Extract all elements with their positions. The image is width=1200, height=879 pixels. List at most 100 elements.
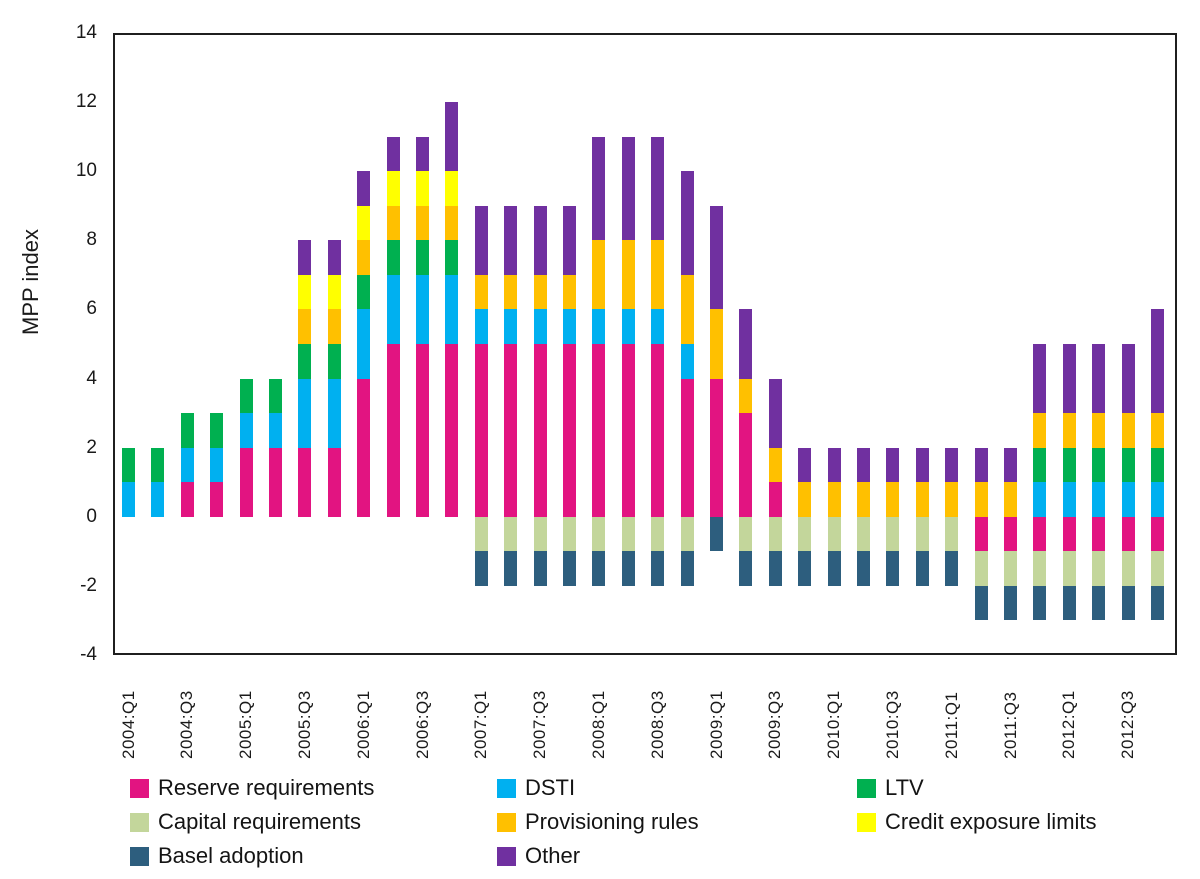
y-tick-label: 0 bbox=[86, 505, 97, 527]
bar-segment-provisioning-rules bbox=[1004, 482, 1017, 517]
bar-segment-basel-adoption bbox=[563, 551, 576, 586]
x-tick-label: 2007:Q3 bbox=[530, 690, 550, 759]
x-tick-label: 2008:Q3 bbox=[647, 690, 667, 759]
bar-segment-reserve-requirements bbox=[768, 482, 782, 517]
bar-segment-dsti bbox=[445, 274, 459, 344]
bar-segment-provisioning-rules bbox=[1121, 413, 1135, 448]
bar-segment-other bbox=[974, 447, 988, 483]
bar-segment-basel-adoption bbox=[739, 551, 753, 586]
bar-segment-capital-requirements bbox=[592, 516, 606, 552]
bar-segment-dsti bbox=[416, 274, 429, 344]
x-tick-label: 2012:Q1 bbox=[1059, 690, 1079, 759]
bar-segment-ltv bbox=[210, 413, 224, 448]
bar-segment-other bbox=[915, 447, 929, 483]
bar-segment-dsti bbox=[592, 309, 606, 344]
bar-segment-dsti bbox=[122, 482, 135, 517]
legend-swatch bbox=[857, 812, 876, 832]
bar-segment-dsti bbox=[1062, 482, 1076, 517]
bar-segment-other bbox=[739, 309, 753, 379]
bar-segment-capital-requirements bbox=[1033, 551, 1047, 586]
bar-segment-capital-requirements bbox=[798, 516, 812, 552]
bar-segment-other bbox=[1062, 344, 1076, 414]
bar-segment-capital-requirements bbox=[504, 516, 518, 552]
bar-segment-capital-requirements bbox=[915, 516, 929, 552]
bar-segment-ltv bbox=[386, 240, 400, 275]
bar-segment-other bbox=[827, 447, 841, 483]
y-tick-label: 2 bbox=[86, 436, 97, 458]
bar-segment-dsti bbox=[298, 378, 312, 448]
bar-segment-reserve-requirements bbox=[298, 447, 312, 517]
y-tick-label: -4 bbox=[80, 644, 97, 665]
x-tick-label: 2006:Q1 bbox=[353, 690, 373, 759]
x-tick-label: 2009:Q3 bbox=[765, 690, 785, 759]
bar-segment-other bbox=[474, 205, 488, 275]
bar-segment-basel-adoption bbox=[886, 551, 900, 586]
bar-segment-basel-adoption bbox=[1062, 585, 1076, 621]
legend-label: Provisioning rules bbox=[525, 809, 699, 834]
bar-segment-reserve-requirements bbox=[680, 378, 694, 517]
legend-entry: Reserve requirements bbox=[130, 775, 374, 801]
bar-segment-other bbox=[416, 136, 429, 172]
bar-segment-other bbox=[563, 205, 576, 275]
bar-segment-other bbox=[445, 102, 459, 172]
bar-segment-reserve-requirements bbox=[592, 344, 606, 517]
bar-segment-other bbox=[357, 171, 371, 206]
bar-segment-reserve-requirements bbox=[269, 447, 282, 517]
plot-area bbox=[113, 33, 1177, 655]
x-tick-label: 2008:Q1 bbox=[588, 690, 608, 759]
y-tick-label: 8 bbox=[86, 229, 97, 251]
bar-segment-provisioning-rules bbox=[445, 205, 459, 241]
bar-segment-ltv bbox=[445, 240, 459, 275]
bar-segment-credit-exposure-limits bbox=[386, 171, 400, 206]
bar-segment-reserve-requirements bbox=[621, 344, 635, 517]
bar-segment-reserve-requirements bbox=[1151, 516, 1164, 552]
bar-segment-provisioning-rules bbox=[886, 482, 900, 517]
x-tick-label: 2005:Q3 bbox=[294, 690, 314, 759]
bar-segment-provisioning-rules bbox=[739, 378, 753, 414]
bar-segment-dsti bbox=[357, 309, 371, 379]
bar-segment-ltv bbox=[298, 344, 312, 379]
bar-segment-credit-exposure-limits bbox=[416, 171, 429, 206]
x-tick-label: 2004:Q3 bbox=[177, 690, 197, 759]
legend-swatch bbox=[130, 812, 149, 832]
y-tick-label: 14 bbox=[75, 22, 97, 43]
bar-segment-dsti bbox=[151, 482, 165, 517]
bar-segment-reserve-requirements bbox=[239, 447, 253, 517]
bar-segment-other bbox=[857, 447, 870, 483]
bar-segment-ltv bbox=[269, 378, 282, 414]
bar-segment-basel-adoption bbox=[945, 551, 959, 586]
legend-label: Capital requirements bbox=[158, 809, 361, 834]
bar-segment-other bbox=[386, 136, 400, 172]
bar-segment-reserve-requirements bbox=[357, 378, 371, 517]
bar-segment-credit-exposure-limits bbox=[445, 171, 459, 206]
y-tick-label: 10 bbox=[75, 160, 97, 182]
bar-segment-reserve-requirements bbox=[210, 482, 224, 517]
bar-segment-dsti bbox=[1121, 482, 1135, 517]
bar-segment-ltv bbox=[327, 344, 341, 379]
bar-segment-ltv bbox=[416, 240, 429, 275]
bar-segment-reserve-requirements bbox=[563, 344, 576, 517]
x-tick-label: 2012:Q3 bbox=[1118, 690, 1138, 759]
x-tick-label: 2010:Q1 bbox=[824, 690, 844, 759]
bar-segment-basel-adoption bbox=[915, 551, 929, 586]
bar-segment-other bbox=[533, 205, 547, 275]
x-tick-label: 2010:Q3 bbox=[882, 690, 902, 759]
bar-segment-ltv bbox=[122, 447, 135, 483]
bar-segment-credit-exposure-limits bbox=[327, 274, 341, 310]
bar-segment-reserve-requirements bbox=[180, 482, 194, 517]
bar-segment-reserve-requirements bbox=[1121, 516, 1135, 552]
y-tick-label: 4 bbox=[86, 367, 97, 389]
bar-segment-ltv bbox=[180, 413, 194, 448]
bar-segment-reserve-requirements bbox=[474, 344, 488, 517]
bar-segment-dsti bbox=[533, 309, 547, 344]
y-tick-label: 6 bbox=[86, 298, 97, 320]
bar-segment-dsti bbox=[563, 309, 576, 344]
legend-swatch bbox=[857, 778, 876, 798]
bar-segment-reserve-requirements bbox=[710, 378, 723, 517]
legend-swatch bbox=[497, 778, 516, 798]
bar-segment-reserve-requirements bbox=[974, 516, 988, 552]
bar-segment-provisioning-rules bbox=[680, 274, 694, 344]
bar-segment-provisioning-rules bbox=[504, 274, 518, 310]
bar-segment-other bbox=[1004, 447, 1017, 483]
bar-segment-other bbox=[798, 447, 812, 483]
